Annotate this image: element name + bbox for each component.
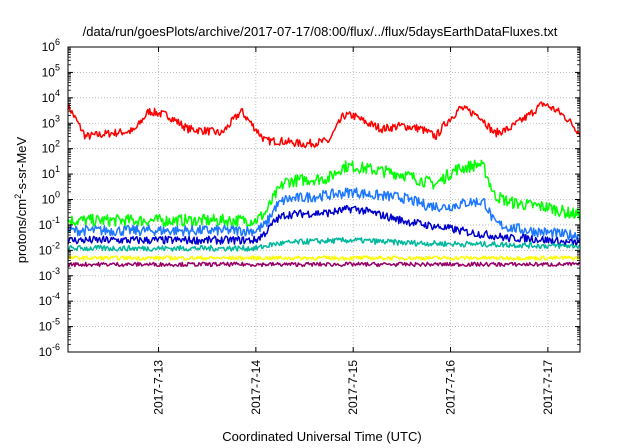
y-tick-label-exp: -4 xyxy=(52,291,60,301)
y-tick-label-base: 10 xyxy=(42,142,56,156)
y-tick-label: 10-1 xyxy=(39,215,60,232)
y-tick-label-base: 10 xyxy=(39,218,53,232)
y-tick-label: 104 xyxy=(42,88,60,105)
y-tick-label: 102 xyxy=(42,139,60,156)
series-line-6 xyxy=(67,255,581,261)
y-tick-label-base: 10 xyxy=(42,167,56,181)
x-tick-label: 2017-7-16 xyxy=(444,360,458,415)
chart-title: /data/run/goesPlots/archive/2017-07-17/0… xyxy=(83,24,558,39)
y-tick-label-exp: -3 xyxy=(52,266,60,276)
y-tick-label-exp: 2 xyxy=(55,139,60,149)
y-tick-label-base: 10 xyxy=(39,269,53,283)
y-tick-label: 106 xyxy=(42,37,60,54)
axes: 10610510410310210110010-110-210-310-410-… xyxy=(39,37,580,415)
y-tick-label-exp: -6 xyxy=(52,342,60,352)
y-tick-label: 105 xyxy=(42,62,60,79)
grid xyxy=(68,47,580,352)
series-line-5 xyxy=(67,236,581,252)
y-tick-label: 101 xyxy=(42,164,60,181)
x-tick-label: 2017-7-14 xyxy=(249,360,263,415)
series-group xyxy=(67,101,581,268)
y-tick-label-base: 10 xyxy=(42,116,56,130)
y-tick-label-exp: 6 xyxy=(55,37,60,47)
series-line-3 xyxy=(67,187,581,242)
y-tick-label-base: 10 xyxy=(42,65,56,79)
y-axis-label-post: -s-sr-MeV xyxy=(14,136,29,193)
y-tick-label-exp: -5 xyxy=(52,317,60,327)
series-line-1 xyxy=(67,101,581,149)
y-tick-label-exp: 3 xyxy=(55,113,60,123)
y-tick-label-base: 10 xyxy=(39,294,53,308)
y-axis-label: protons/cm2-s-sr-MeV xyxy=(13,136,29,263)
x-axis-label: Coordinated Universal Time (UTC) xyxy=(222,429,421,444)
x-tick-label: 2017-7-17 xyxy=(541,360,555,415)
y-tick-label-base: 10 xyxy=(42,91,56,105)
x-tick-label: 2017-7-15 xyxy=(346,360,360,415)
series-line-2 xyxy=(67,159,581,228)
y-tick-label-exp: 0 xyxy=(55,190,60,200)
y-tick-label: 100 xyxy=(42,190,60,207)
x-tick-label: 2017-7-13 xyxy=(152,360,166,415)
y-tick-label-base: 10 xyxy=(39,243,53,257)
y-tick-label: 10-2 xyxy=(39,240,60,257)
y-tick-label-exp: 5 xyxy=(55,62,60,72)
y-tick-label-base: 10 xyxy=(42,193,56,207)
y-tick-label-base: 10 xyxy=(39,345,53,359)
y-tick-label: 103 xyxy=(42,113,60,130)
y-tick-label-base: 10 xyxy=(39,320,53,334)
y-tick-label-exp: 4 xyxy=(55,88,60,98)
y-tick-label: 10-6 xyxy=(39,342,60,359)
series-line-7 xyxy=(67,261,581,268)
y-axis-label-sup: 2 xyxy=(13,194,23,199)
y-tick-label-exp: -1 xyxy=(52,215,60,225)
y-tick-label: 10-5 xyxy=(39,317,60,334)
series-line-4 xyxy=(67,204,581,247)
y-tick-label: 10-3 xyxy=(39,266,60,283)
y-tick-label-exp: -2 xyxy=(52,240,60,250)
y-tick-label: 10-4 xyxy=(39,291,60,308)
y-tick-label-base: 10 xyxy=(42,40,56,54)
y-axis-label-pre: protons/cm xyxy=(14,199,29,263)
y-tick-label-exp: 1 xyxy=(55,164,60,174)
